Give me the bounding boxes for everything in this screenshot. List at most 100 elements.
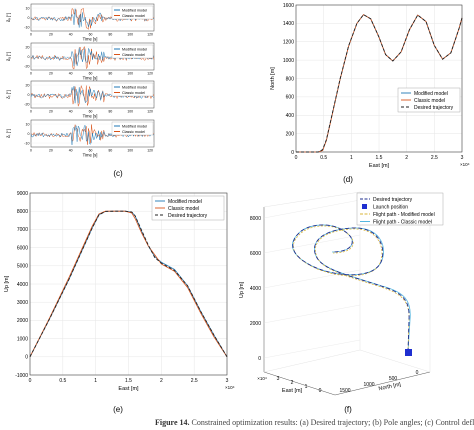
panel-label-c: (c) (113, 169, 123, 178)
subplot-x-tick: 120 (147, 149, 153, 153)
y-tick-label: 1400 (283, 21, 294, 27)
subplot-y-tick: -10 (24, 25, 29, 29)
y-tick-label: 8000 (17, 209, 28, 215)
legend-swatch-launch (362, 204, 367, 209)
legend-label: Modified model (168, 199, 202, 205)
y-tick-label: 4000 (17, 282, 28, 288)
subplot-legend: Modified model Classic model (111, 121, 154, 136)
y-axis-label: North [m] (270, 67, 276, 90)
subplot-legend: Modified model Classic model (111, 44, 154, 59)
y-tick-label: 1600 (283, 3, 294, 9)
z-gridline (263, 269, 361, 289)
y-tick-label: 1000 (17, 336, 28, 342)
legend-box (111, 121, 154, 136)
subplot-x-tick: 20 (49, 72, 53, 76)
y-tick-label: 7000 (17, 227, 28, 233)
desired-trajectory-path (292, 224, 410, 353)
x-tick-label: 1.5 (125, 378, 132, 384)
legend-label: Flight path - Modified model (373, 212, 435, 218)
legend-label: Desired trajectory (373, 197, 413, 203)
subplot-x-tick: 120 (147, 33, 153, 37)
series-line-1 (29, 210, 228, 358)
flight-path-modified (292, 225, 410, 353)
subplot-xlabel: Time [s] (83, 114, 98, 119)
subplot-x-tick: 80 (108, 72, 112, 76)
subplot-y-tick: -20 (24, 64, 29, 68)
y-tick-label: 2000 (17, 318, 28, 324)
y-tick-label: 0 (25, 355, 28, 361)
legend-label-modified: Modified model (122, 8, 147, 12)
x-tick-label: 0.5 (320, 155, 327, 161)
y-tick-label: 400 (286, 113, 295, 119)
x-tick-label: 3 (461, 155, 464, 161)
x-tick-label: 0 (319, 388, 322, 394)
subplot-y-tick: 0 (28, 93, 30, 97)
legend-label: Launch position (373, 204, 408, 210)
y-axis-label: North [m] (378, 382, 402, 393)
legend-label-classic: Classic model (122, 14, 145, 18)
panel-label-d: (d) (343, 175, 353, 184)
y-tick-label: 0 (416, 370, 419, 376)
subplot-y-tick: -10 (24, 141, 29, 145)
x-scale-label: ×10⁴ (257, 376, 267, 381)
legend-label-modified: Modified model (122, 47, 147, 51)
y-tick-label: 1500 (339, 388, 350, 394)
y-tick-label: -1000 (15, 373, 28, 379)
subplot-x-tick: 0 (30, 149, 32, 153)
modified-model-signal (30, 125, 155, 145)
x-tick-label: 3 (277, 376, 280, 382)
subplot-x-tick: 80 (108, 149, 112, 153)
x-tick-label: 1 (305, 384, 308, 390)
panel-label-e: (e) (113, 405, 123, 414)
subplot-x-tick: 60 (89, 110, 93, 114)
subplot-x-tick: 0 (30, 72, 32, 76)
subplot-x-tick: 80 (108, 33, 112, 37)
subplot-y-tick: 0 (28, 132, 30, 136)
legend-label-modified: Modified model (122, 124, 147, 128)
x-tick-label: 1 (350, 155, 353, 161)
subplot-x-tick: 60 (89, 72, 93, 76)
subplot-y-tick: 10 (26, 6, 30, 10)
y-tick-label: 1000 (283, 58, 294, 64)
subplot-x-tick: 100 (127, 33, 133, 37)
legend-label: Classic model (168, 206, 199, 212)
y-tick-label: 600 (286, 95, 295, 101)
x-scale-label: ×10⁴ (225, 385, 235, 390)
y-tick-label: 500 (389, 376, 398, 382)
z-gridline (263, 199, 361, 219)
subplot-x-tick: 20 (49, 149, 53, 153)
y-axis-label: Up [m] (4, 275, 10, 292)
y-tick-label: 3000 (17, 300, 28, 306)
subplot-x-tick: 60 (89, 149, 93, 153)
subplot-xlabel: Time [s] (83, 76, 98, 81)
subplot-x-tick: 100 (127, 110, 133, 114)
y-tick-label: 1200 (283, 40, 294, 46)
legend-label-modified: Modified model (122, 85, 147, 89)
x-tick-label: 2.5 (431, 155, 438, 161)
subplot-legend: Modified model Classic model (111, 5, 154, 20)
x-axis-label: East [m] (118, 386, 139, 392)
legend-box (356, 192, 444, 226)
x-tick-label: 2 (160, 378, 163, 384)
subplot-x-tick: 40 (69, 149, 73, 153)
subplot-x-tick: 40 (69, 110, 73, 114)
subplot-x-tick: 0 (30, 110, 32, 114)
subplot-x-tick: 0 (30, 33, 32, 37)
subplot-x-tick: 100 (127, 72, 133, 76)
subplot-ylabel: δₜ [°] (6, 129, 11, 138)
z-axis-label: Up [m] (239, 281, 245, 298)
legend-label: Modified model (414, 91, 448, 97)
subplot-x-tick: 40 (69, 33, 73, 37)
panel-f-3d-flight-path: 0 2000 4000 6000 8000 Up [m] 3 2 1 0 ×10⁴ East [m] 1… (239, 191, 444, 396)
z-tick-label: 2000 (250, 321, 261, 327)
x-scale-label: ×10⁴ (460, 162, 470, 167)
legend-label: Desired trajectory (168, 213, 208, 219)
panel-d-north-east-chart: 0 0.5 1 1.5 2 2.5 3 0 200 400 600 800 1000 1200 1400 16… (270, 3, 470, 169)
